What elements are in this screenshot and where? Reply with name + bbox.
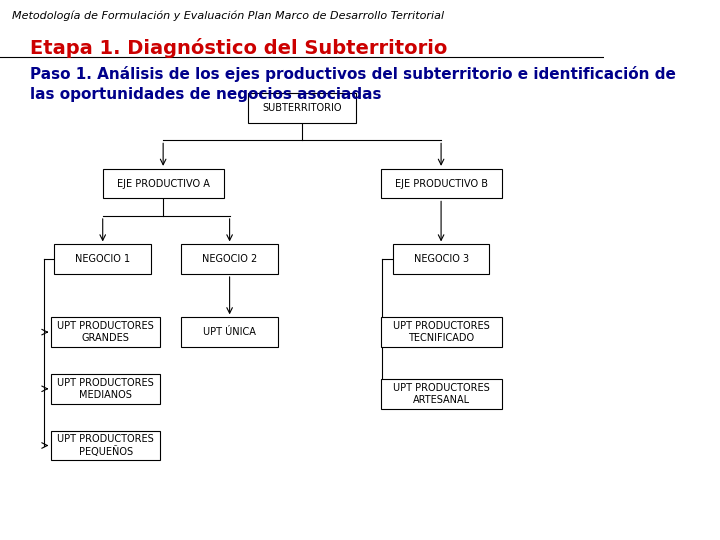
FancyBboxPatch shape [55,244,151,274]
FancyBboxPatch shape [51,317,160,347]
Text: UPT PRODUCTORES
ARTESANAL: UPT PRODUCTORES ARTESANAL [392,383,490,406]
Text: UPT ÚNICA: UPT ÚNICA [203,327,256,337]
FancyBboxPatch shape [381,168,502,198]
Text: UPT PRODUCTORES
GRANDES: UPT PRODUCTORES GRANDES [58,321,154,343]
FancyBboxPatch shape [181,244,278,274]
FancyBboxPatch shape [51,374,160,404]
Text: Metodología de Formulación y Evaluación Plan Marco de Desarrollo Territorial: Metodología de Formulación y Evaluación … [12,11,444,21]
Text: NEGOCIO 1: NEGOCIO 1 [75,254,130,264]
Text: UPT PRODUCTORES
PEQUEÑOS: UPT PRODUCTORES PEQUEÑOS [58,434,154,457]
FancyBboxPatch shape [381,317,502,347]
FancyBboxPatch shape [248,93,356,123]
Text: Etapa 1. Diagnóstico del Subterritorio: Etapa 1. Diagnóstico del Subterritorio [30,38,448,58]
FancyBboxPatch shape [51,431,160,460]
Text: UPT PRODUCTORES
TECNIFICADO: UPT PRODUCTORES TECNIFICADO [392,321,490,343]
FancyBboxPatch shape [181,317,278,347]
Text: EJE PRODUCTIVO A: EJE PRODUCTIVO A [117,179,210,188]
FancyBboxPatch shape [381,379,502,409]
FancyBboxPatch shape [103,168,224,198]
Text: Paso 1. Análisis de los ejes productivos del subterritorio e identificación de
l: Paso 1. Análisis de los ejes productivos… [30,66,676,102]
Text: SUBTERRITORIO: SUBTERRITORIO [262,103,342,113]
FancyBboxPatch shape [392,244,490,274]
Text: NEGOCIO 3: NEGOCIO 3 [413,254,469,264]
Text: EJE PRODUCTIVO B: EJE PRODUCTIVO B [395,179,487,188]
Text: UPT PRODUCTORES
MEDIANOS: UPT PRODUCTORES MEDIANOS [58,377,154,400]
Text: NEGOCIO 2: NEGOCIO 2 [202,254,257,264]
